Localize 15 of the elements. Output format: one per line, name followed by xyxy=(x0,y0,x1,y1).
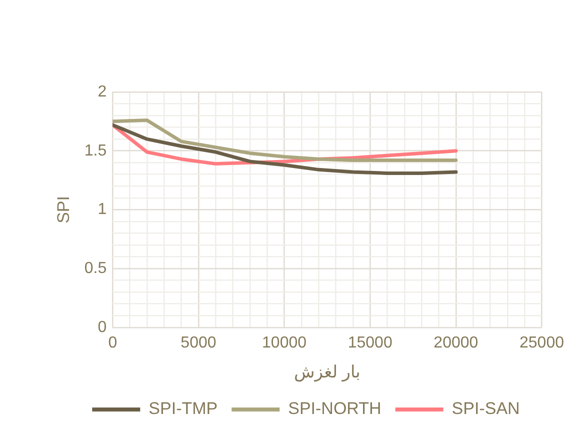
y-axis-title: SPI xyxy=(54,196,73,224)
x-tick-label: 20000 xyxy=(434,334,478,352)
x-axis-title: بار لغزش xyxy=(294,362,360,382)
x-tick-label: 15000 xyxy=(348,334,392,352)
x-tick-label: 10000 xyxy=(262,334,307,352)
y-tick-label: 0.5 xyxy=(84,260,107,277)
y-tick-label: 1.5 xyxy=(84,142,107,160)
legend-label: SPI-TMP xyxy=(148,399,218,418)
y-tick-label: 2 xyxy=(98,83,107,100)
x-tick-label: 5000 xyxy=(180,334,216,352)
legend-label: SPI-SAN xyxy=(452,399,520,418)
y-tick-label: 1 xyxy=(98,201,107,218)
legend-label: SPI-NORTH xyxy=(288,399,382,418)
x-tick-label: 25000 xyxy=(520,334,564,352)
y-tick-label: 0 xyxy=(98,318,107,336)
